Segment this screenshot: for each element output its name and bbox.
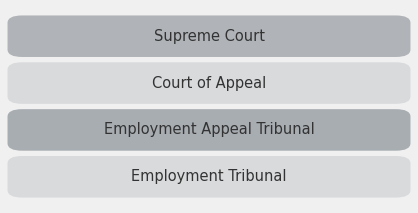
Text: Employment Appeal Tribunal: Employment Appeal Tribunal [104, 122, 314, 137]
FancyBboxPatch shape [8, 16, 410, 57]
Text: Court of Appeal: Court of Appeal [152, 76, 266, 91]
FancyBboxPatch shape [8, 62, 410, 104]
FancyBboxPatch shape [8, 109, 410, 151]
FancyBboxPatch shape [8, 156, 410, 198]
Text: Employment Tribunal: Employment Tribunal [131, 169, 287, 184]
Text: Supreme Court: Supreme Court [153, 29, 265, 44]
